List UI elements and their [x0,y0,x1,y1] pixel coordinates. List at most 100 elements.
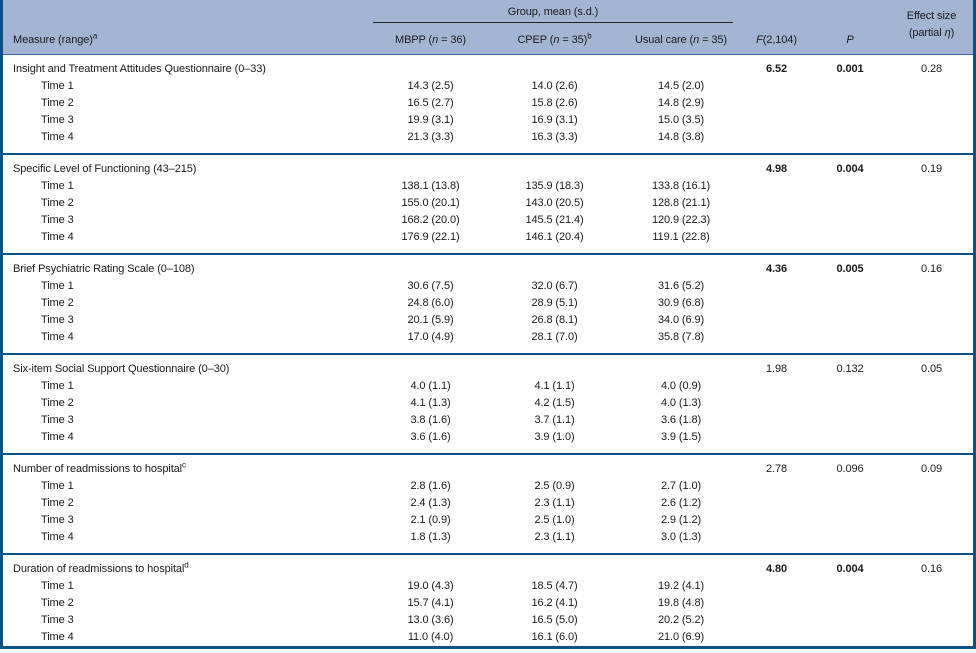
empty-cell [743,495,810,512]
empty-cell [810,429,890,454]
time-row: Time 3 19.9 (3.1) 16.9 (3.1) 15.0 (3.5) [3,112,973,129]
cpep-value: 28.1 (7.0) [531,330,578,343]
measure-section-1: Insight and Treatment Attitudes Question… [3,54,973,154]
empty-cell [810,195,890,212]
time-row: Time 3 13.0 (3.6) 16.5 (5.0) 20.2 (5.2) [3,612,973,629]
empty-cell [890,78,973,95]
empty-cell [371,254,490,278]
empty-cell [743,278,810,295]
mbpp-n: = 36) [438,33,466,46]
cpep-value: 146.1 (20.4) [525,230,584,243]
table-header: Measure (range)a Group, mean (s.d.) F(2,… [3,0,973,54]
empty-cell [743,295,810,312]
empty-cell [810,478,890,495]
empty-cell [890,329,973,354]
f-df: (2,104) [762,33,797,46]
time-label: Time 2 [41,596,74,609]
time-label: Time 4 [41,130,74,143]
empty-cell [810,412,890,429]
usual-care-value: 14.5 (2.0) [657,79,705,92]
empty-cell [890,95,973,112]
section-title-row: Brief Psychiatric Rating Scale (0–108) 4.… [3,254,973,278]
cpep-footnote-b: b [587,30,592,40]
time-row: Time 1 30.6 (7.5) 32.0 (6.7) 31.6 (5.2) [3,278,973,295]
empty-cell [743,229,810,254]
usual-care-value: 21.0 (6.9) [657,630,705,643]
empty-cell [890,295,973,312]
empty-cell [490,154,619,178]
empty-cell [743,429,810,454]
measure-section-2: Specific Level of Functioning (43–215) 4.… [3,153,973,254]
measure-title-label: Brief Psychiatric Rating Scale (0–108) [13,262,195,275]
empty-cell [743,512,810,529]
column-header-measure: Measure (range)a [3,0,371,54]
empty-cell [810,395,890,412]
f-value: 4.80 [765,562,787,575]
empty-cell [619,254,743,278]
empty-cell [810,495,890,512]
empty-cell [743,395,810,412]
time-label: Time 1 [41,379,74,392]
empty-cell [743,529,810,554]
mbpp-value: 13.0 (3.6) [407,613,454,626]
cpep-n: = 35) [559,33,588,46]
usual-care-value: 120.9 (22.3) [651,213,711,226]
effect-size-value: 0.19 [920,162,942,175]
empty-cell [890,112,973,129]
f-value: 4.36 [765,262,787,275]
mbpp-value: 3.6 (1.6) [410,430,451,443]
empty-cell [890,312,973,329]
n-symbol: n [553,33,560,46]
empty-cell [890,212,973,229]
mbpp-value: 2.8 (1.6) [410,479,451,492]
column-header-mbpp: MBPP (n = 36) [371,24,490,54]
time-row: Time 1 2.8 (1.6) 2.5 (0.9) 2.7 (1.0) [3,478,973,495]
empty-cell [890,495,973,512]
empty-cell [810,612,890,629]
group-mean-sd-header: Group, mean (s.d.) [371,0,743,24]
usual-care-value: 4.0 (0.9) [660,379,702,392]
measure-section-4: Six-item Social Support Questionnaire (0… [3,353,973,454]
measure-title: Duration of readmissions to hospitald [3,554,371,578]
results-table: Measure (range)a Group, mean (s.d.) F(2,… [3,0,973,653]
cpep-value: 4.1 (1.1) [534,379,575,392]
mbpp-value: 138.1 (13.8) [401,179,460,192]
mbpp-value: 14.3 (2.5) [407,79,454,92]
empty-cell [743,78,810,95]
mbpp-value: 17.0 (4.9) [407,330,454,343]
column-header-p-value: P [810,0,890,54]
empty-cell [890,595,973,612]
usual-care-value: 20.2 (5.2) [657,613,705,626]
empty-cell [490,454,619,478]
usual-care-value: 4.0 (1.3) [660,396,702,409]
time-label: Time 4 [41,530,74,543]
cpep-label: CPEP ( [517,33,554,46]
empty-cell [810,512,890,529]
time-label: Time 1 [41,479,74,492]
time-label: Time 1 [41,79,74,92]
time-row: Time 2 15.7 (4.1) 16.2 (4.1) 19.8 (4.8) [3,595,973,612]
time-row: Time 3 168.2 (20.0) 145.5 (21.4) 120.9 (22.… [3,212,973,229]
time-row: Time 4 3.6 (1.6) 3.9 (1.0) 3.9 (1.5) [3,429,973,454]
group-header-label: Group, mean (s.d.) [507,6,599,18]
empty-cell [371,354,490,378]
cpep-value: 14.0 (2.6) [531,79,578,92]
empty-cell [890,512,973,529]
empty-cell [743,478,810,495]
empty-cell [810,329,890,354]
time-row: Time 1 138.1 (13.8) 135.9 (18.3) 133.8 (16.… [3,178,973,195]
empty-cell [619,154,743,178]
cpep-value: 26.8 (8.1) [531,313,578,326]
measure-footnote-marker: c [182,459,186,469]
empty-cell [743,578,810,595]
empty-cell [619,454,743,478]
empty-cell [490,54,619,78]
empty-cell [890,478,973,495]
column-header-usual-care: Usual care (n = 35) [619,24,743,54]
empty-cell [810,295,890,312]
empty-cell [810,178,890,195]
empty-cell [810,212,890,229]
empty-cell [810,278,890,295]
empty-cell [619,54,743,78]
